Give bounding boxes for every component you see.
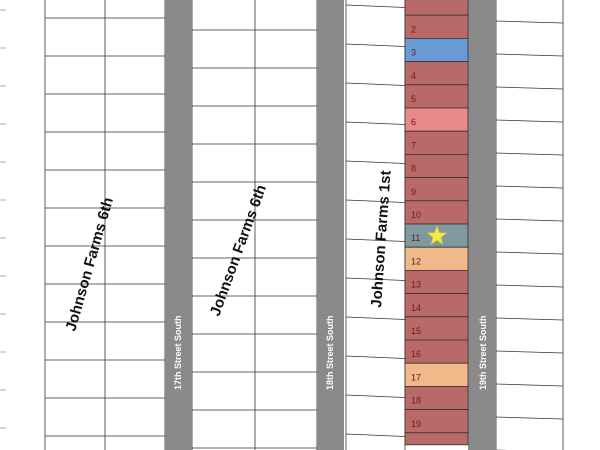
lot-line [495, 185, 564, 189]
street-19th [468, 0, 496, 450]
lot-2[interactable]: 2 [404, 14, 469, 39]
lot-line [495, 350, 564, 354]
lot-line [345, 394, 406, 398]
lot-11[interactable]: 11 [404, 223, 469, 248]
lot-line [345, 355, 406, 359]
street-label-19th: 19th Street South [478, 315, 488, 390]
lot-line [495, 317, 564, 321]
lot-number: 9 [411, 187, 416, 197]
lot-number: 16 [411, 349, 421, 359]
lot-number: 2 [411, 24, 416, 34]
lot-number: 6 [411, 117, 416, 127]
lot-line [495, 53, 564, 57]
lot-19[interactable]: 19 [404, 409, 469, 434]
lot-17[interactable]: 17 [404, 362, 469, 387]
street-label-17th: 17th Street South [173, 315, 183, 390]
lot-number: 19 [411, 419, 421, 429]
lot-6[interactable]: 6 [404, 107, 469, 132]
lot-edge[interactable] [404, 432, 469, 446]
lot-line [495, 416, 564, 420]
lot-line [495, 86, 564, 90]
lot-line [345, 238, 406, 242]
street-17th [165, 0, 192, 450]
lot-13[interactable]: 13 [404, 269, 469, 294]
lot-line [345, 43, 406, 47]
lot-4[interactable]: 4 [404, 61, 469, 86]
highlighted-lot-column: 2 3 4 5 6 7 8 9 10 11 12 13 14 15 16 17 18 19 [404, 0, 469, 446]
lot-12[interactable]: 12 [404, 246, 469, 271]
subdivision-label-middle: Johnson Farms 6th [207, 183, 270, 319]
streets: 17th Street South 18th Street South 19th… [165, 0, 496, 450]
subdivision-label-right: Johnson Farms 1st [368, 170, 395, 308]
lot-number: 7 [411, 140, 416, 150]
lot-15[interactable]: 15 [404, 316, 469, 341]
lot-3[interactable]: 3 [404, 38, 469, 63]
lot-line [345, 277, 406, 281]
lot-number: 11 [411, 233, 420, 243]
lot-line [345, 121, 406, 125]
lot-number: 10 [411, 210, 421, 220]
subdivision-labels: Johnson Farms 6th Johnson Farms 6th John… [63, 170, 395, 333]
lot-number: 12 [411, 256, 421, 266]
lot-16[interactable]: 16 [404, 339, 469, 364]
lot-5[interactable]: 5 [404, 84, 469, 109]
lot-number: 3 [411, 48, 416, 58]
lot-number: 15 [411, 326, 421, 336]
lot-9[interactable]: 9 [404, 177, 469, 202]
lot-line [345, 82, 406, 86]
street-label-18th: 18th Street South [325, 315, 335, 390]
lot-number: 5 [411, 94, 416, 104]
lot-8[interactable]: 8 [404, 153, 469, 178]
lot-line [345, 4, 406, 8]
lot-10[interactable]: 10 [404, 200, 469, 225]
lot-line [345, 316, 406, 320]
lot-line [495, 383, 564, 387]
lot-18[interactable]: 18 [404, 385, 469, 410]
lot-fill [404, 432, 469, 446]
lot-line [495, 284, 564, 288]
lot-14[interactable]: 14 [404, 293, 469, 318]
lot-fill [404, 0, 469, 16]
lot-line [345, 160, 406, 164]
lot-line [495, 218, 564, 222]
lot-line [345, 433, 406, 437]
lot-line [495, 119, 564, 123]
subdivision-label-left: Johnson Farms 6th [63, 195, 117, 333]
street-18th [317, 0, 344, 450]
lot-number: 17 [411, 372, 421, 382]
star-icon [426, 225, 448, 245]
lot-edge[interactable] [404, 0, 469, 16]
lot-number: 8 [411, 164, 416, 174]
lot-line [495, 251, 564, 255]
lot-line [345, 199, 406, 203]
lot-number: 18 [411, 396, 421, 406]
lot-number: 14 [411, 303, 421, 313]
lot-number: 13 [411, 280, 421, 290]
lot-number: 4 [411, 71, 416, 81]
lot-7[interactable]: 7 [404, 130, 469, 155]
lot-line [495, 152, 564, 156]
lot-line [495, 20, 564, 24]
